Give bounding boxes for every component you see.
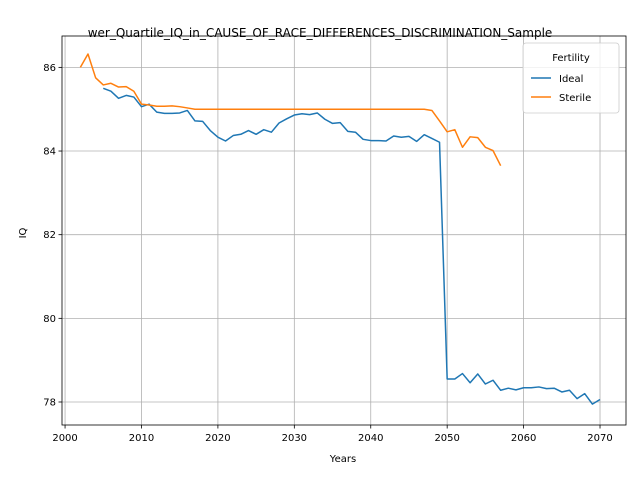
x-axis-ticks: 2000 2010 2020 2030 2040 2050 2060 2070	[52, 425, 613, 444]
x-axis-label: Years	[329, 454, 356, 465]
y-tick-label: 84	[43, 147, 56, 158]
series-line-ideal	[103, 87, 601, 405]
y-axis-ticks: 78 80 82 84 86	[43, 63, 62, 408]
x-tick-label: 2030	[282, 433, 307, 444]
y-tick-label: 86	[43, 63, 56, 74]
legend-label-ideal: Ideal	[559, 74, 583, 85]
chart-title: wer_Quartile_IQ_in_CAUSE_OF_RACE_DIFFERE…	[88, 26, 553, 40]
axes-frame	[61, 35, 627, 426]
legend: Fertility Ideal Sterile	[522, 42, 620, 114]
x-tick-label: 2010	[129, 433, 154, 444]
x-tick-label: 2060	[511, 433, 536, 444]
y-tick-label: 80	[43, 314, 56, 325]
x-tick-label: 2020	[205, 433, 230, 444]
legend-label-sterile: Sterile	[559, 93, 591, 104]
legend-title: Fertility	[552, 53, 590, 64]
y-tick-label: 82	[43, 230, 56, 241]
x-tick-label: 2040	[358, 433, 383, 444]
y-axis-label: IQ	[18, 227, 29, 238]
legend-box	[522, 42, 620, 114]
series-lines	[79, 53, 601, 405]
x-tick-label: 2050	[434, 433, 459, 444]
x-tick-label: 2000	[52, 433, 77, 444]
y-tick-label: 78	[43, 397, 56, 408]
series-line-sterile	[79, 53, 502, 167]
x-tick-label: 2070	[587, 433, 612, 444]
